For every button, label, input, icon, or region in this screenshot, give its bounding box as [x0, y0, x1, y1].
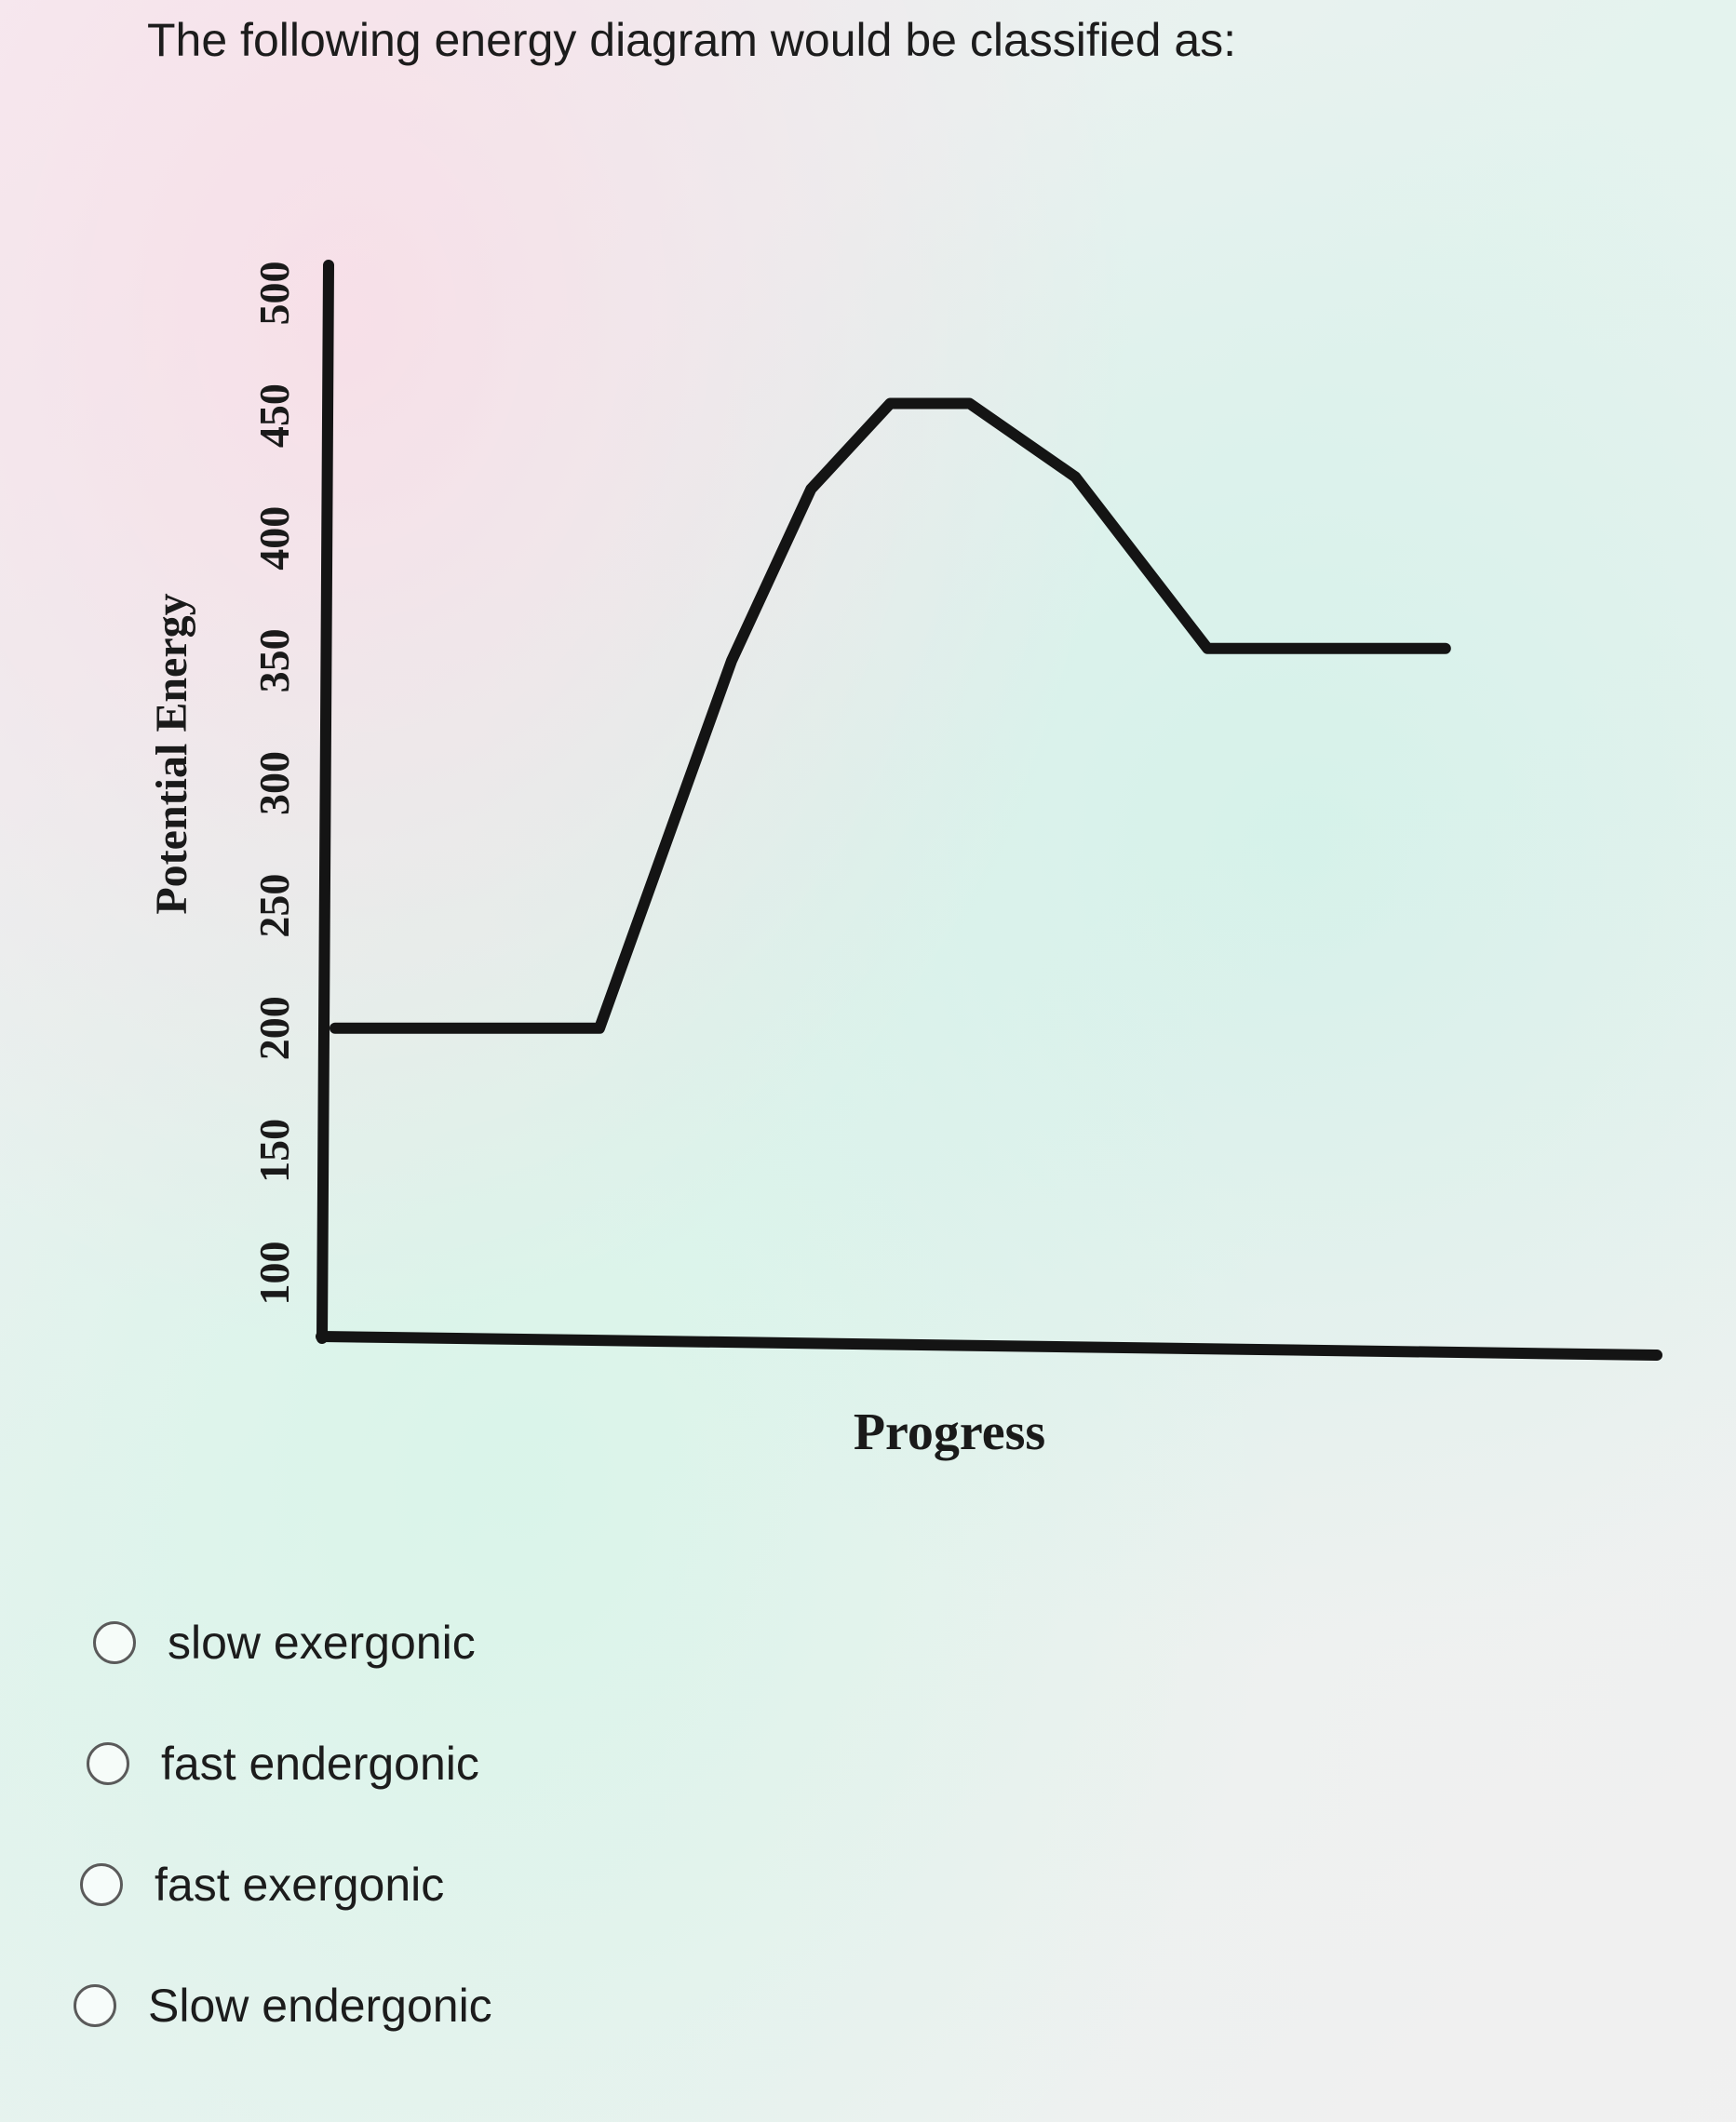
y-tick-label: 300 [250, 751, 298, 815]
option-fast-endergonic[interactable]: fast endergonic [87, 1703, 505, 1824]
y-tick-label: 250 [250, 874, 298, 938]
chart-axes [316, 260, 1662, 1361]
option-label: Slow endergonic [148, 1980, 492, 2032]
x-axis-label: Progress [854, 1403, 1045, 1461]
y-tick-label: 150 [250, 1119, 298, 1183]
y-tick-label: 500 [250, 262, 298, 326]
option-label: fast exergonic [155, 1859, 445, 1911]
y-axis-label: Potential Energy [147, 593, 196, 914]
radio-button-icon[interactable] [93, 1621, 136, 1664]
option-label: slow exergonic [168, 1617, 476, 1669]
y-tick-label: 400 [250, 506, 298, 571]
answer-options: slow exergonic fast endergonic fast exer… [70, 1582, 492, 2066]
option-label: fast endergonic [161, 1738, 479, 1790]
radio-button-icon[interactable] [80, 1863, 123, 1906]
option-slow-endergonic[interactable]: Slow endergonic [74, 1945, 492, 2066]
y-tick-labels: 100 150 200 250 300 350 400 450 500 [250, 262, 298, 1306]
y-tick-label: 200 [250, 996, 298, 1060]
option-fast-exergonic[interactable]: fast exergonic [80, 1824, 499, 1945]
question-text: The following energy diagram would be cl… [147, 14, 1237, 66]
radio-button-icon[interactable] [87, 1742, 129, 1785]
reaction-energy-curve [330, 397, 1451, 1034]
energy-diagram-chart: 100 150 200 250 300 350 400 450 500 Potential En… [147, 260, 1662, 1461]
y-tick-label: 350 [250, 628, 298, 692]
radio-button-icon[interactable] [74, 1984, 116, 2027]
y-tick-label: 450 [250, 383, 298, 448]
x-axis-line [316, 1331, 1662, 1361]
y-tick-label: 100 [250, 1242, 298, 1306]
option-slow-exergonic[interactable]: slow exergonic [93, 1582, 512, 1703]
y-axis-line [316, 260, 334, 1344]
